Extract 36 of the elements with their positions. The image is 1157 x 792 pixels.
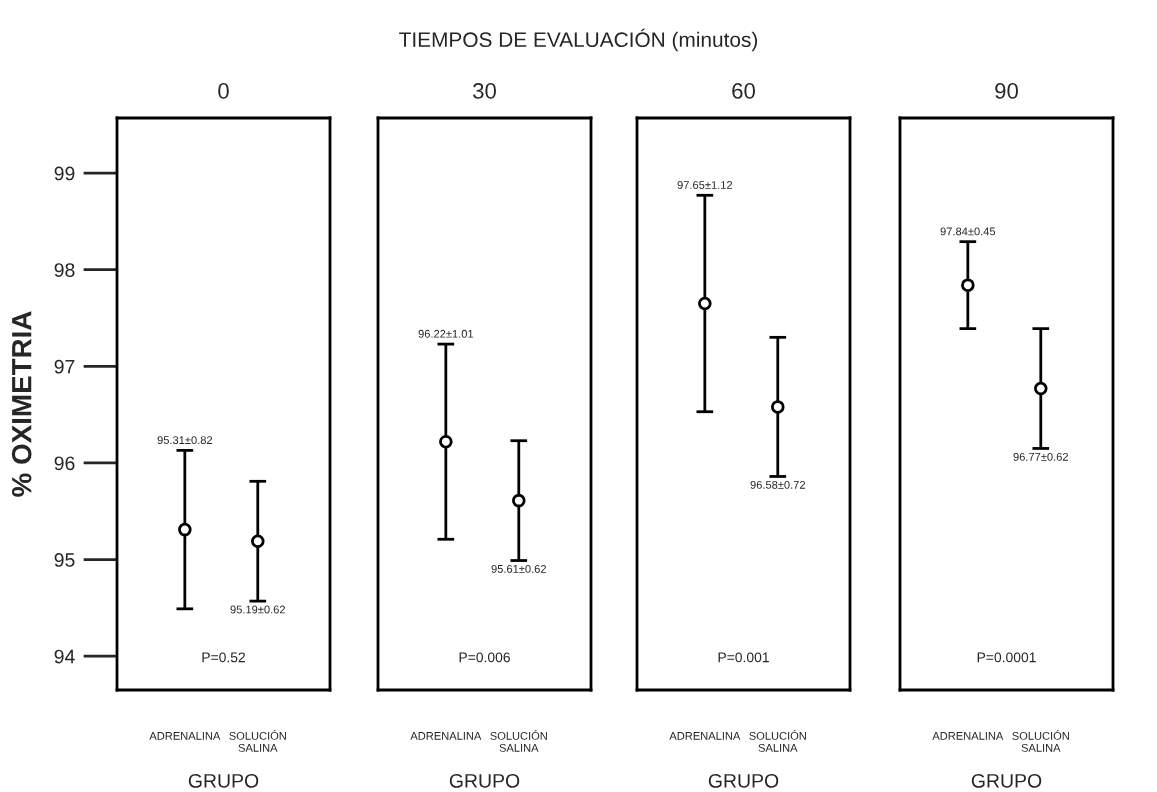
annotation: P=0.52 [202, 652, 246, 663]
y-tick-label: 96 [54, 456, 75, 471]
chart-title: 90 [995, 83, 1018, 99]
annotation: 96.58±0.72 [750, 480, 805, 489]
annotation: P=0.001 [718, 652, 769, 663]
x-tick-label: ADRENALINA [669, 732, 741, 740]
y-tick-label: 97 [54, 359, 75, 374]
y-tick-label: 95 [54, 553, 75, 567]
annotation: P=0.0001 [977, 652, 1036, 663]
x-axis-title: GRUPO [971, 773, 1042, 788]
x-axis-title: GRUPO [449, 773, 520, 788]
x-tick-label: SOLUCIÓN SALINA [749, 730, 806, 752]
y-tick-label: 94 [54, 649, 75, 664]
y-tick-label: 99 [54, 166, 75, 181]
x-tick-label: ADRENALINA [932, 732, 1004, 740]
x-tick-label: SOLUCIÓN SALINA [490, 730, 547, 752]
x-tick-label: SOLUCIÓN SALINA [1012, 730, 1069, 752]
y-tick-label: 98 [54, 263, 75, 277]
y-axis-title: % OXIMETRIA [11, 311, 32, 497]
text: TIEMPOS DE EVALUACIÓN (minutos) [399, 28, 758, 52]
chart-title: 30 [472, 83, 496, 99]
annotation: 95.19±0.62 [230, 605, 285, 614]
annotation: 96.77±0.62 [1013, 452, 1068, 461]
annotation: 97.84±0.45 [940, 227, 996, 236]
annotation: 95.31±0.82 [157, 436, 213, 445]
x-axis-title: GRUPO [708, 773, 779, 788]
chart-title: 0 [218, 83, 229, 99]
x-axis-title: GRUPO [188, 773, 259, 788]
annotation: P=0.006 [459, 652, 510, 663]
x-tick-label: ADRENALINA [410, 732, 482, 740]
chart-title: 60 [732, 83, 755, 99]
x-tick-label: ADRENALINA [149, 732, 221, 740]
annotation: 96.22±1.01 [418, 329, 474, 338]
x-tick-label: SOLUCIÓN SALINA [229, 730, 286, 752]
annotation: 95.61±0.62 [491, 564, 546, 573]
annotation: 97.65±1.12 [677, 181, 733, 189]
